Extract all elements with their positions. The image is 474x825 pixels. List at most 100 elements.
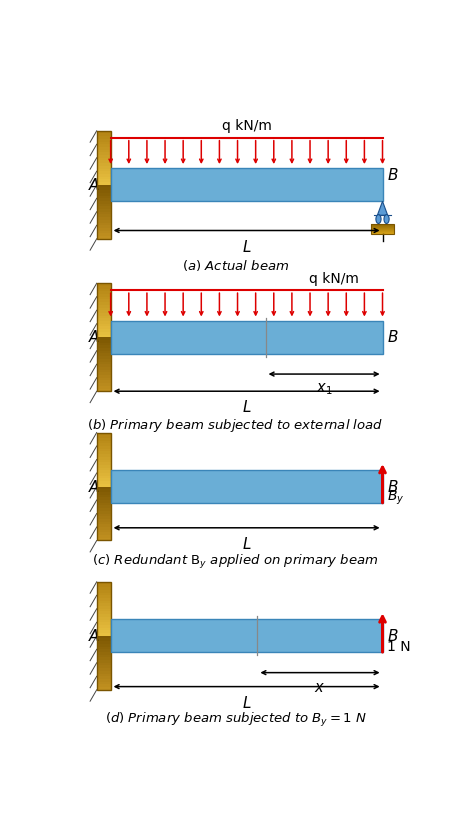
Bar [97,660,110,662]
Bar [97,212,110,214]
Bar [97,538,110,540]
Bar [97,299,110,302]
Bar [97,172,110,174]
Bar [97,473,110,476]
Bar [97,372,110,375]
Bar [97,601,110,603]
Bar [97,286,110,289]
Bar [97,451,110,454]
Circle shape [376,214,381,224]
Bar [97,603,110,606]
Bar [97,160,110,163]
Bar [97,497,110,500]
Bar [97,530,110,532]
Bar [97,342,110,346]
Bar [97,206,110,209]
Bar [97,201,110,204]
Bar [372,228,393,229]
Bar [97,359,110,361]
Bar [97,304,110,308]
Bar [97,658,110,660]
Bar [97,502,110,506]
Bar [97,136,110,139]
Bar [97,177,110,179]
Bar [97,687,110,690]
Bar [97,380,110,383]
Bar [372,224,393,233]
Bar [97,647,110,649]
Bar [97,340,110,342]
Bar [97,367,110,370]
Bar [97,500,110,502]
Bar [110,620,383,653]
Text: $B$: $B$ [387,329,399,345]
Bar [372,224,393,225]
Bar [97,535,110,538]
Text: $L$: $L$ [242,536,251,552]
Bar [97,153,110,155]
Text: $L$: $L$ [242,695,251,711]
Bar [97,622,110,625]
Text: $A$: $A$ [88,628,100,644]
Bar [97,346,110,348]
Bar [97,190,110,193]
Bar [97,308,110,310]
Bar [97,492,110,495]
Bar [97,351,110,353]
Bar [97,332,110,334]
Bar [97,662,110,666]
Text: $(d)$ Primary beam subjected to $B_y = 1$ N: $(d)$ Primary beam subjected to $B_y = 1… [105,711,366,728]
Bar [97,681,110,685]
Bar [97,462,110,465]
Bar [97,513,110,516]
Bar [97,666,110,668]
Text: $B$: $B$ [387,478,399,494]
Bar [97,592,110,596]
Bar [97,436,110,438]
Bar [97,144,110,147]
Bar [97,465,110,468]
Bar [110,470,383,503]
Bar [97,313,110,316]
Bar [97,582,110,584]
Text: $x_1$: $x_1$ [316,382,332,398]
Bar [97,174,110,177]
Text: q kN/m: q kN/m [309,271,358,285]
Bar [97,598,110,601]
Bar [97,649,110,652]
Bar [97,383,110,386]
Bar [97,361,110,364]
Text: $(b)$ Primary beam subjected to external load: $(b)$ Primary beam subjected to external… [87,417,384,434]
Bar [97,483,110,487]
Text: $(c)$ Redundant $\mathrm{B}_y$ applied on primary beam: $(c)$ Redundant $\mathrm{B}_y$ applied o… [92,554,379,571]
Bar [97,620,110,622]
Bar [372,227,393,228]
Polygon shape [377,201,388,215]
Bar [97,283,110,286]
Bar [97,673,110,676]
Bar [97,370,110,372]
Bar [97,446,110,449]
Text: $x$: $x$ [314,681,326,695]
Text: $A$: $A$ [88,177,100,193]
Bar [97,671,110,673]
Bar [97,291,110,294]
Bar [97,134,110,136]
Bar [97,182,110,185]
Bar [97,454,110,457]
Bar [97,470,110,473]
Bar [97,478,110,481]
Bar [97,179,110,182]
Bar [97,628,110,630]
Bar [97,495,110,497]
Bar [97,614,110,617]
Bar [97,389,110,391]
Bar [97,327,110,329]
Bar [97,641,110,644]
Bar [97,652,110,655]
Bar [97,441,110,443]
Text: $B$: $B$ [387,167,399,183]
Bar [97,655,110,658]
Bar [372,232,393,233]
Bar [97,364,110,367]
